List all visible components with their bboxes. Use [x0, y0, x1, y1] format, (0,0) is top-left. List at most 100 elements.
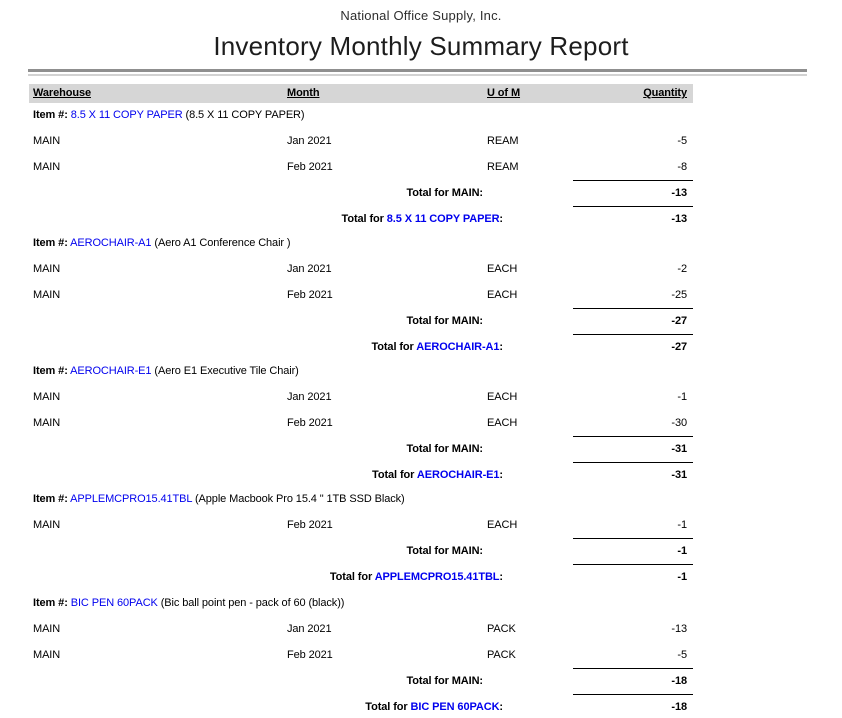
column-header-row: Warehouse Month U of M Quantity	[29, 84, 693, 103]
item-total-code-link[interactable]: APPLEMCPRO15.41TBL	[374, 571, 500, 583]
item-total-colon: :	[499, 701, 503, 713]
item-total-prefix: Total for	[365, 701, 408, 713]
quantity-cell: -5	[677, 649, 687, 661]
item-header-line: Item #: BIC PEN 60PACK (Bic ball point p…	[29, 590, 693, 616]
uom-cell: REAM	[487, 135, 519, 147]
month-cell: Jan 2021	[287, 135, 332, 147]
month-cell: Jan 2021	[287, 263, 332, 275]
item-section: Item #: 8.5 X 11 COPY PAPER (8.5 X 11 CO…	[29, 102, 693, 232]
item-header-text: Item #: BIC PEN 60PACK (Bic ball point p…	[33, 590, 344, 616]
item-code-link[interactable]: AEROCHAIR-E1	[70, 365, 152, 377]
quantity-cell: -25	[671, 289, 687, 301]
quantity-total-rule	[573, 538, 693, 539]
warehouse-total-row: Total for MAIN: -31	[29, 436, 693, 462]
item-section: Item #: APPLEMCPRO15.41TBL (Apple Macboo…	[29, 486, 693, 590]
item-total-label: Total for APPLEMCPRO15.41TBL:	[330, 564, 503, 590]
header-divider-rule	[28, 69, 807, 76]
item-section: Item #: AEROCHAIR-E1 (Aero E1 Executive …	[29, 358, 693, 488]
item-total-prefix: Total for	[372, 469, 415, 481]
item-header-text: Item #: AEROCHAIR-E1 (Aero E1 Executive …	[33, 358, 299, 384]
item-total-label: Total for AEROCHAIR-E1:	[372, 462, 503, 488]
month-cell: Feb 2021	[287, 649, 333, 661]
month-cell: Feb 2021	[287, 417, 333, 429]
uom-cell: PACK	[487, 623, 516, 635]
inventory-data-row: MAIN Feb 2021 EACH -1	[29, 512, 693, 538]
warehouse-total-label: Total for MAIN:	[406, 315, 483, 327]
warehouse-total-row: Total for MAIN: -13	[29, 180, 693, 206]
item-code-link[interactable]: 8.5 X 11 COPY PAPER	[70, 109, 183, 121]
item-number-label: Item #:	[33, 597, 68, 609]
warehouse-cell: MAIN	[33, 263, 61, 275]
uom-cell: PACK	[487, 649, 516, 661]
warehouse-total-label: Total for MAIN:	[406, 675, 483, 687]
item-code-link[interactable]: BIC PEN 60PACK	[70, 597, 158, 609]
item-total-colon: :	[499, 571, 503, 583]
item-header-line: Item #: AEROCHAIR-A1 (Aero A1 Conference…	[29, 230, 693, 256]
item-section: Item #: AEROCHAIR-A1 (Aero A1 Conference…	[29, 230, 693, 360]
inventory-data-row: MAIN Feb 2021 PACK -5	[29, 642, 693, 668]
inventory-data-row: MAIN Jan 2021 EACH -1	[29, 384, 693, 410]
quantity-cell: -1	[677, 519, 687, 531]
item-total-code-link[interactable]: AEROCHAIR-E1	[416, 469, 500, 481]
quantity-cell: -1	[677, 391, 687, 403]
item-total-label: Total for AEROCHAIR-A1:	[371, 334, 503, 360]
report-title: Inventory Monthly Summary Report	[213, 31, 629, 61]
item-total-label: Total for 8.5 X 11 COPY PAPER:	[342, 206, 504, 232]
item-section: Item #: BIC PEN 60PACK (Bic ball point p…	[29, 590, 693, 718]
item-header-line: Item #: AEROCHAIR-E1 (Aero E1 Executive …	[29, 358, 693, 384]
inventory-data-row: MAIN Feb 2021 EACH -30	[29, 410, 693, 436]
inventory-data-row: MAIN Jan 2021 REAM -5	[29, 128, 693, 154]
column-header-month: Month	[287, 87, 320, 99]
quantity-total-rule	[573, 180, 693, 181]
warehouse-cell: MAIN	[33, 623, 61, 635]
item-number-label: Item #:	[33, 365, 68, 377]
item-header-text: Item #: APPLEMCPRO15.41TBL (Apple Macboo…	[33, 486, 405, 512]
inventory-data-row: MAIN Feb 2021 EACH -25	[29, 282, 693, 308]
item-description: (Bic ball point pen - pack of 60 (black)…	[157, 597, 345, 609]
item-total-quantity: -13	[671, 213, 687, 225]
item-total-colon: :	[499, 213, 503, 225]
item-total-prefix: Total for	[329, 571, 373, 583]
quantity-total-rule	[573, 436, 693, 437]
warehouse-cell: MAIN	[33, 649, 61, 661]
inventory-data-row: MAIN Jan 2021 PACK -13	[29, 616, 693, 642]
quantity-cell: -13	[671, 623, 687, 635]
warehouse-total-quantity: -27	[671, 315, 687, 327]
quantity-total-rule	[573, 668, 693, 669]
quantity-cell: -5	[677, 135, 687, 147]
item-code-link[interactable]: APPLEMCPRO15.41TBL	[70, 493, 193, 505]
item-total-code-link[interactable]: AEROCHAIR-A1	[416, 341, 500, 353]
uom-cell: REAM	[487, 161, 519, 173]
uom-cell: EACH	[487, 289, 518, 301]
uom-cell: EACH	[487, 417, 518, 429]
column-header-quantity: Quantity	[643, 87, 687, 99]
item-header-text: Item #: 8.5 X 11 COPY PAPER (8.5 X 11 CO…	[33, 102, 305, 128]
item-header-text: Item #: AEROCHAIR-A1 (Aero A1 Conference…	[33, 230, 291, 256]
item-header-line: Item #: APPLEMCPRO15.41TBL (Apple Macboo…	[29, 486, 693, 512]
quantity-total-rule	[573, 694, 693, 695]
item-description: (Aero A1 Conference Chair )	[151, 237, 291, 249]
item-total-row: Total for AEROCHAIR-A1: -27	[29, 334, 693, 360]
quantity-cell: -30	[671, 417, 687, 429]
item-total-code-link[interactable]: BIC PEN 60PACK	[410, 701, 500, 713]
warehouse-total-row: Total for MAIN: -1	[29, 538, 693, 564]
item-header-line: Item #: 8.5 X 11 COPY PAPER (8.5 X 11 CO…	[29, 102, 693, 128]
item-number-label: Item #:	[33, 493, 68, 505]
column-header-uom: U of M	[487, 87, 521, 99]
item-number-label: Item #:	[33, 237, 68, 249]
month-cell: Jan 2021	[287, 391, 332, 403]
uom-cell: EACH	[487, 263, 518, 275]
warehouse-total-quantity: -18	[671, 675, 687, 687]
item-code-link[interactable]: AEROCHAIR-A1	[70, 237, 152, 249]
quantity-cell: -2	[677, 263, 687, 275]
column-header-warehouse: Warehouse	[33, 87, 91, 99]
item-rows: MAIN Jan 2021 EACH -1 MAIN Feb 2021 EACH -30	[29, 384, 693, 436]
inventory-data-row: MAIN Feb 2021 REAM -8	[29, 154, 693, 180]
item-rows: MAIN Jan 2021 PACK -13 MAIN Feb 2021 PACK -5	[29, 616, 693, 668]
uom-cell: EACH	[487, 391, 518, 403]
warehouse-total-quantity: -13	[671, 187, 687, 199]
month-cell: Jan 2021	[287, 623, 332, 635]
item-total-code-link[interactable]: 8.5 X 11 COPY PAPER	[386, 213, 500, 225]
